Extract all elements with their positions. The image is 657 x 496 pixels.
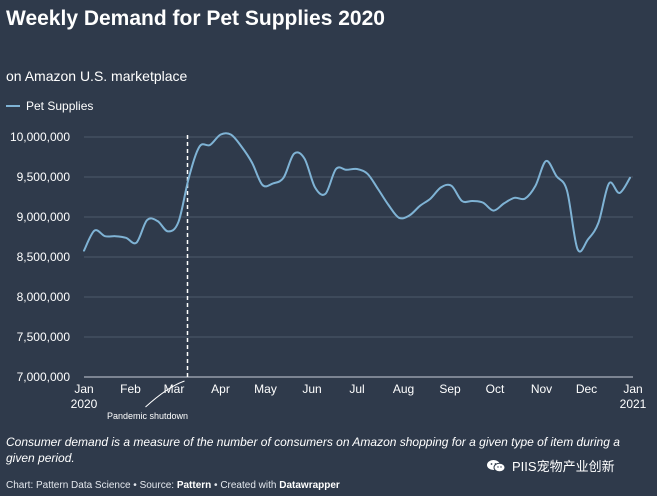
legend-swatch: [6, 105, 20, 107]
credits-tool: Datawrapper: [279, 480, 340, 491]
x-tick-label: Jun: [302, 382, 321, 396]
credits-middle: • Created with: [211, 480, 280, 491]
y-tick-label: 7,500,000: [17, 330, 71, 344]
y-tick-label: 8,000,000: [17, 290, 71, 304]
annotation-label: Pandemic shutdown: [107, 411, 188, 420]
x-tick-label: Apr: [211, 382, 230, 396]
x-tick-label: Mar: [164, 382, 185, 396]
x-tick-label: Dec: [576, 382, 597, 396]
x-tick-label: Jan: [623, 382, 642, 396]
legend: Pet Supplies: [6, 99, 93, 113]
y-tick-label: 8,500,000: [17, 250, 71, 264]
y-tick-label: 9,000,000: [17, 210, 71, 224]
chart-title: Weekly Demand for Pet Supplies 2020: [6, 7, 385, 30]
credits: Chart: Pattern Data Science • Source: Pa…: [6, 480, 340, 491]
y-tick-label: 9,500,000: [17, 170, 71, 184]
legend-label: Pet Supplies: [26, 99, 94, 113]
credits-source: Pattern: [176, 480, 212, 491]
x-tick-label: Nov: [531, 382, 552, 396]
x-tick-label: Oct: [486, 382, 505, 396]
x-tick-label: Aug: [393, 382, 414, 396]
watermark: PIIS宠物产业创新: [486, 456, 615, 475]
x-tick-label: Jul: [349, 382, 364, 396]
x-tick-year-label: 2021: [620, 397, 647, 411]
x-tick-label: Feb: [120, 382, 141, 396]
wechat-icon: [487, 459, 506, 472]
line-chart: 7,000,000 7,500,000 8,000,000 8,500,000 9,00…: [10, 130, 647, 420]
x-tick-label: Sep: [439, 382, 461, 396]
footnote: Consumer demand is a measure of the numb…: [6, 435, 620, 465]
chart-subtitle: on Amazon U.S. marketplace: [6, 68, 188, 84]
x-tick-label: Jan: [74, 382, 93, 396]
y-tick-label: 7,000,000: [17, 370, 71, 384]
annotation-pointer: [145, 380, 185, 408]
series-line-pet-supplies: [83, 132, 631, 253]
x-tick-label: May: [254, 382, 277, 396]
watermark-text: PIIS宠物产业创新: [512, 459, 615, 474]
x-tick-year-label: 2020: [71, 397, 98, 411]
y-tick-label: 10,000,000: [10, 130, 70, 144]
credits-prefix: Chart: Pattern Data Science • Source:: [6, 480, 177, 491]
